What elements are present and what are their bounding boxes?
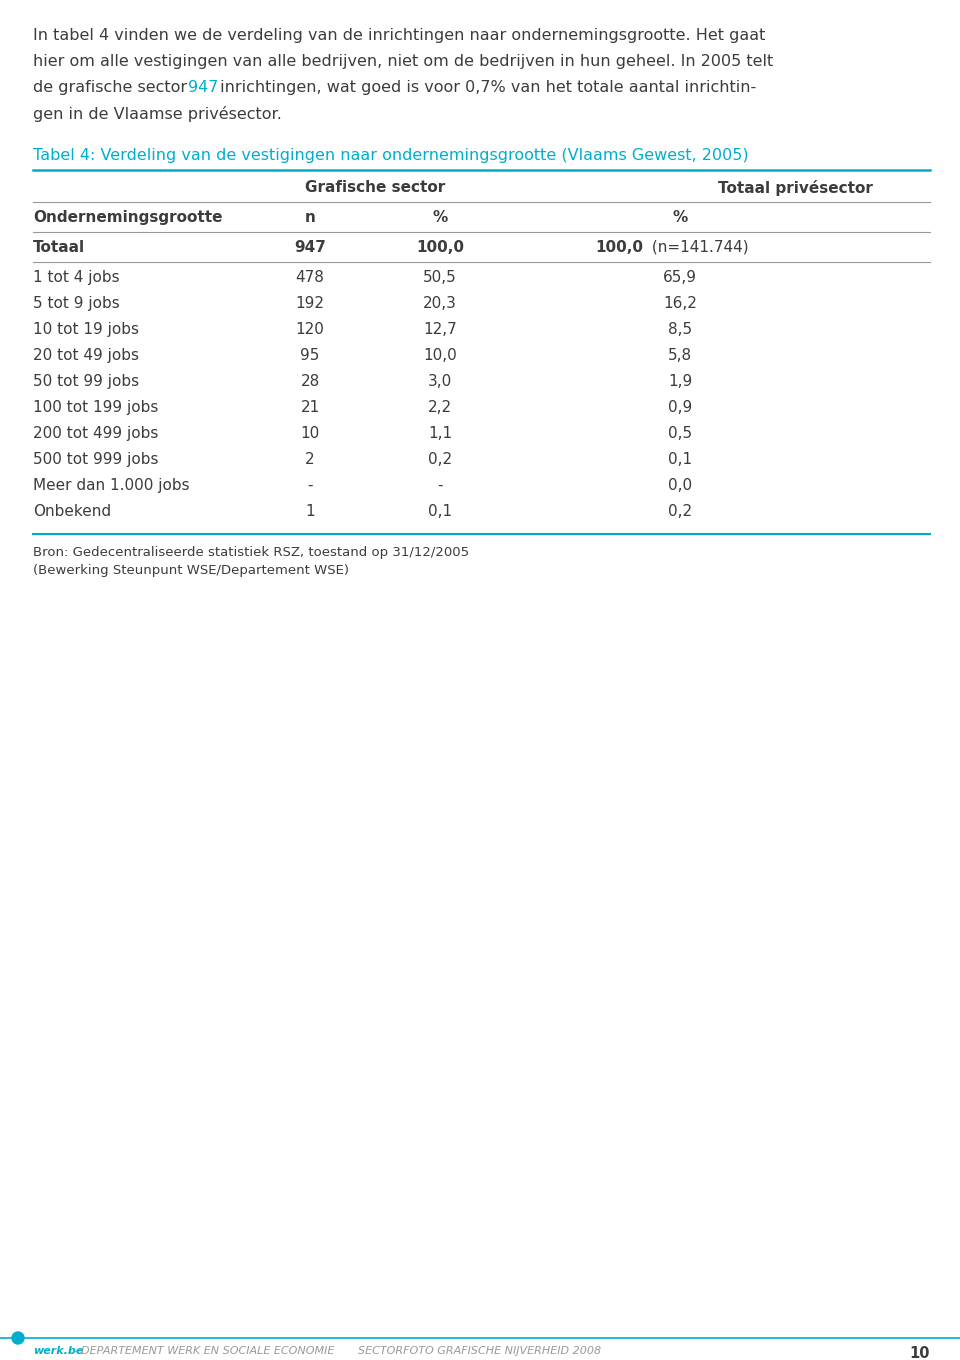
Text: 50 tot 99 jobs: 50 tot 99 jobs [33, 374, 139, 389]
Text: 0,1: 0,1 [428, 505, 452, 520]
Text: de grafische sector: de grafische sector [33, 80, 192, 95]
Text: %: % [432, 209, 447, 224]
Text: gen in de Vlaamse privésector.: gen in de Vlaamse privésector. [33, 106, 282, 122]
Text: 95: 95 [300, 348, 320, 363]
Text: 20,3: 20,3 [423, 296, 457, 311]
Text: 1,1: 1,1 [428, 426, 452, 441]
Text: 1: 1 [305, 505, 315, 520]
Text: 5,8: 5,8 [668, 348, 692, 363]
Text: Tabel 4: Verdeling van de vestigingen naar ondernemingsgrootte (Vlaams Gewest, 2: Tabel 4: Verdeling van de vestigingen na… [33, 148, 749, 163]
Text: 16,2: 16,2 [663, 296, 697, 311]
Text: 0,0: 0,0 [668, 477, 692, 494]
Text: 10,0: 10,0 [423, 348, 457, 363]
Text: 947: 947 [294, 239, 326, 256]
Text: Meer dan 1.000 jobs: Meer dan 1.000 jobs [33, 477, 190, 494]
Text: 192: 192 [296, 296, 324, 311]
Text: -: - [307, 477, 313, 494]
Text: n: n [304, 209, 316, 224]
Text: 10: 10 [300, 426, 320, 441]
Text: 3,0: 3,0 [428, 374, 452, 389]
Text: 2: 2 [305, 452, 315, 466]
Text: 478: 478 [296, 271, 324, 286]
Text: 100,0: 100,0 [416, 239, 464, 256]
Text: 1 tot 4 jobs: 1 tot 4 jobs [33, 271, 120, 286]
Text: werk.be: werk.be [33, 1346, 84, 1356]
Text: 0,5: 0,5 [668, 426, 692, 441]
Text: 8,5: 8,5 [668, 322, 692, 337]
Text: 100,0: 100,0 [595, 239, 643, 256]
Text: In tabel 4 vinden we de verdeling van de inrichtingen naar ondernemingsgrootte. : In tabel 4 vinden we de verdeling van de… [33, 29, 765, 44]
Text: 28: 28 [300, 374, 320, 389]
Text: hier om alle vestigingen van alle bedrijven, niet om de bedrijven in hun geheel.: hier om alle vestigingen van alle bedrij… [33, 54, 773, 69]
Text: 947: 947 [188, 80, 218, 95]
Text: Ondernemingsgrootte: Ondernemingsgrootte [33, 209, 223, 224]
Text: Totaal privésector: Totaal privésector [717, 180, 873, 196]
Text: 500 tot 999 jobs: 500 tot 999 jobs [33, 452, 158, 466]
Text: - DEPARTEMENT WERK EN SOCIALE ECONOMIE: - DEPARTEMENT WERK EN SOCIALE ECONOMIE [70, 1346, 334, 1356]
Text: 10: 10 [909, 1346, 930, 1360]
Text: 10 tot 19 jobs: 10 tot 19 jobs [33, 322, 139, 337]
Text: SECTORFOTO GRAFISCHE NIJVERHEID 2008: SECTORFOTO GRAFISCHE NIJVERHEID 2008 [358, 1346, 602, 1356]
Text: 1,9: 1,9 [668, 374, 692, 389]
Text: 100 tot 199 jobs: 100 tot 199 jobs [33, 400, 158, 415]
Text: %: % [672, 209, 687, 224]
Text: 50,5: 50,5 [423, 271, 457, 286]
Text: 20 tot 49 jobs: 20 tot 49 jobs [33, 348, 139, 363]
Text: 200 tot 499 jobs: 200 tot 499 jobs [33, 426, 158, 441]
Text: inrichtingen, wat goed is voor 0,7% van het totale aantal inrichtin-: inrichtingen, wat goed is voor 0,7% van … [215, 80, 756, 95]
Text: 0,2: 0,2 [668, 505, 692, 520]
Text: 0,9: 0,9 [668, 400, 692, 415]
Text: 0,1: 0,1 [668, 452, 692, 466]
Text: Bron: Gedecentraliseerde statistiek RSZ, toestand op 31/12/2005: Bron: Gedecentraliseerde statistiek RSZ,… [33, 545, 469, 559]
Text: 21: 21 [300, 400, 320, 415]
Text: -: - [437, 477, 443, 494]
Text: 65,9: 65,9 [663, 271, 697, 286]
Text: Totaal: Totaal [33, 239, 85, 256]
Text: 5 tot 9 jobs: 5 tot 9 jobs [33, 296, 120, 311]
Text: (n=141.744): (n=141.744) [647, 239, 749, 256]
Text: 12,7: 12,7 [423, 322, 457, 337]
Text: (Bewerking Steunpunt WSE/Departement WSE): (Bewerking Steunpunt WSE/Departement WSE… [33, 564, 349, 577]
Text: 120: 120 [296, 322, 324, 337]
Text: 2,2: 2,2 [428, 400, 452, 415]
Text: Onbekend: Onbekend [33, 505, 111, 520]
Text: Grafische sector: Grafische sector [305, 180, 445, 194]
Circle shape [12, 1331, 24, 1344]
Text: 0,2: 0,2 [428, 452, 452, 466]
